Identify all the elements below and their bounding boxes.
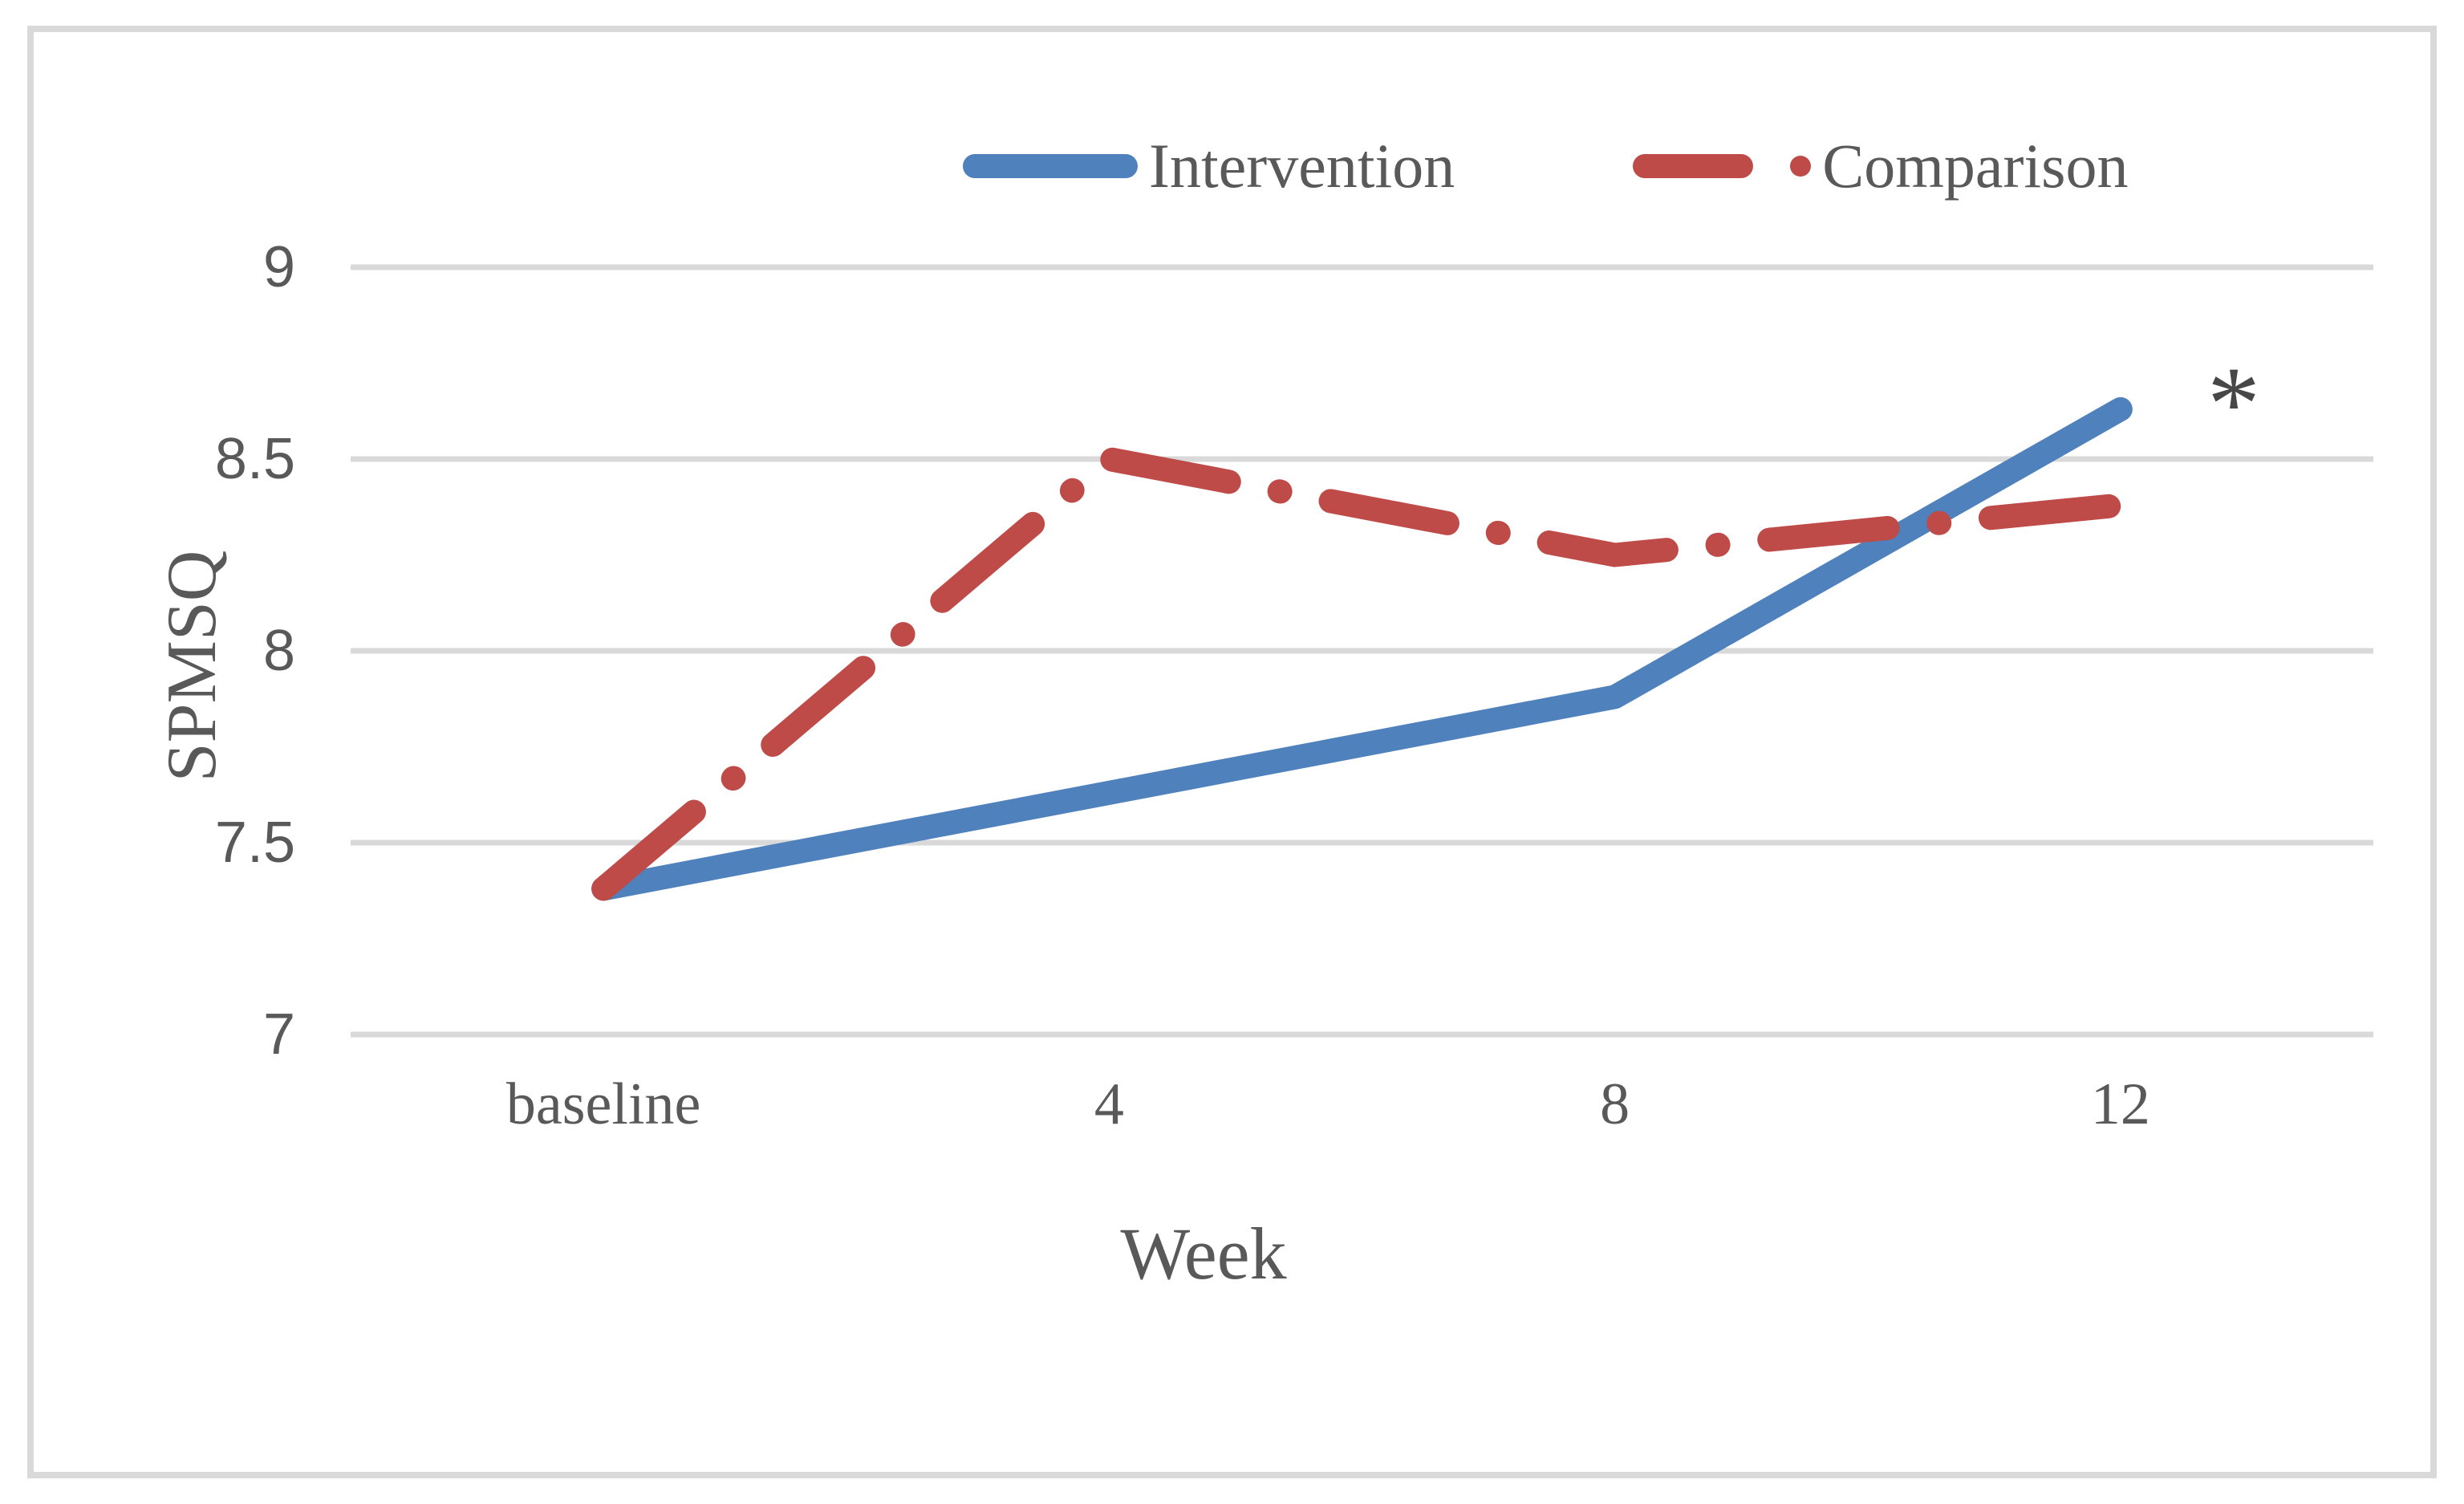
- x-tick-label: 4: [1094, 1071, 1124, 1137]
- comparison-line: [591, 447, 2133, 901]
- legend-label-intervention: Intervention: [1149, 131, 1455, 201]
- significance-asterisk: *: [2207, 344, 2260, 463]
- x-axis-title: Week: [1120, 1213, 1287, 1295]
- intervention-line: [591, 396, 2133, 901]
- x-tick-label: 8: [1600, 1071, 1630, 1137]
- y-tick-label: 7: [263, 1002, 295, 1067]
- intervention-solid-line-swatch-icon: [963, 154, 1138, 178]
- x-axis-tick-labels: baseline 4 8 12: [506, 1071, 2150, 1137]
- y-tick-label: 8.5: [215, 427, 295, 491]
- legend: Intervention Comparison: [963, 122, 2129, 210]
- legend-item-intervention: Intervention: [963, 135, 1455, 197]
- comparison-dash-swatch-icon: [1633, 154, 1754, 178]
- y-axis-title: SPMSQ: [153, 550, 231, 782]
- data-series-lines: [591, 396, 2133, 901]
- legend-item-comparison: Comparison: [1633, 131, 2129, 201]
- comparison-dot-swatch-icon: [1790, 156, 1812, 177]
- y-tick-label: 8: [263, 619, 295, 683]
- y-axis-tick-labels: 7 7.5 8 8.5 9: [215, 235, 295, 1067]
- gridlines: [351, 264, 2373, 1038]
- x-tick-label: baseline: [506, 1071, 700, 1137]
- y-tick-label: 7.5: [215, 811, 295, 875]
- legend-label-comparison: Comparison: [1822, 131, 2129, 201]
- y-tick-label: 9: [263, 235, 295, 299]
- x-tick-label: 12: [2091, 1071, 2150, 1137]
